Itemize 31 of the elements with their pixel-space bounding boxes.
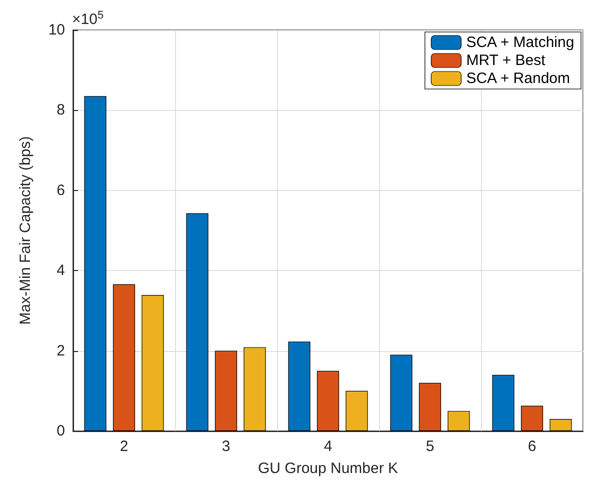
bar bbox=[550, 418, 572, 431]
bar bbox=[418, 382, 442, 431]
bar bbox=[244, 347, 266, 431]
y-axis-title: Max-Min Fair Capacity (bps) bbox=[17, 136, 34, 325]
bar bbox=[316, 370, 340, 431]
y-tick-label: 8 bbox=[56, 102, 65, 119]
bar bbox=[142, 295, 164, 431]
bar bbox=[288, 342, 310, 431]
legend-label: SCA + Matching bbox=[466, 34, 574, 51]
x-tick-label: 2 bbox=[120, 438, 128, 455]
y-tick-label: 2 bbox=[56, 342, 65, 360]
x-tick-label: 3 bbox=[222, 438, 230, 455]
bar bbox=[492, 374, 514, 431]
y-tick-label: 0 bbox=[56, 422, 65, 440]
legend-label: MRT + Best bbox=[466, 52, 546, 69]
bar bbox=[448, 410, 470, 431]
x-axis-title: GU Group Number K bbox=[258, 460, 398, 477]
bar bbox=[520, 406, 544, 431]
y-tick-label: 10 bbox=[48, 22, 65, 38]
legend-label: SCA + Random bbox=[466, 70, 570, 87]
y-tick-label: 4 bbox=[56, 262, 65, 280]
x-tick-label: 5 bbox=[426, 438, 434, 455]
bar bbox=[346, 390, 368, 431]
x-tick-label: 6 bbox=[528, 438, 536, 455]
bar bbox=[84, 96, 106, 431]
x-tick-label: 4 bbox=[324, 438, 332, 455]
bar bbox=[390, 354, 412, 431]
bar bbox=[112, 284, 136, 431]
bar bbox=[186, 213, 208, 431]
y-tick-label: 6 bbox=[56, 182, 65, 199]
bar bbox=[214, 350, 238, 431]
